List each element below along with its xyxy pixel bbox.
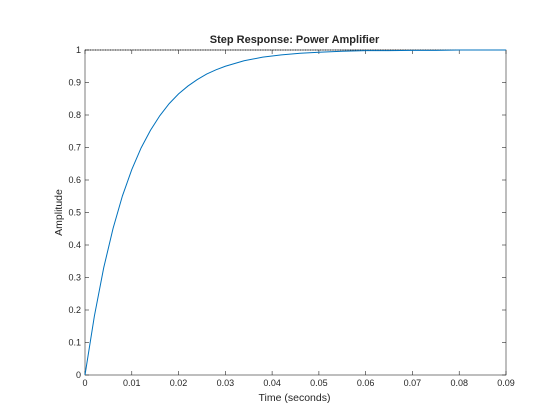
y-axis-label: Amplitude xyxy=(53,189,65,236)
x-tick-label: 0.03 xyxy=(217,378,235,388)
x-axis: 0 0.01 0.02 0.03 0.04 0.05 0.06 0.07 0.08 0.09 xyxy=(82,50,515,388)
y-tick-label: 0.6 xyxy=(68,175,81,185)
y-tick-label: 0.2 xyxy=(68,305,81,315)
step-response-line xyxy=(84,49,506,376)
x-tick-label: 0.02 xyxy=(170,378,188,388)
x-tick-label: 0.04 xyxy=(263,378,281,388)
x-tick-label: 0.08 xyxy=(450,378,468,388)
y-tick-label: 0.1 xyxy=(68,338,81,348)
y-tick-label: 0.8 xyxy=(68,110,81,120)
x-tick-label: 0.05 xyxy=(310,378,328,388)
x-tick-label: 0.09 xyxy=(497,378,515,388)
y-tick-label: 0.3 xyxy=(68,273,81,283)
chart-title: Step Response: Power Amplifier xyxy=(210,34,380,46)
y-tick-label: 1 xyxy=(76,45,81,55)
x-axis-label: Time (seconds) xyxy=(259,392,331,404)
x-tick-label: 0.07 xyxy=(404,378,422,388)
y-tick-label: 0.5 xyxy=(68,208,81,218)
plot-area xyxy=(84,49,507,376)
y-tick-label: 0.9 xyxy=(68,78,81,88)
y-tick-label: 0.7 xyxy=(68,143,81,153)
y-tick-label: 0.4 xyxy=(68,240,81,250)
x-tick-label: 0 xyxy=(82,378,87,388)
x-tick-label: 0.06 xyxy=(357,378,375,388)
x-tick-label: 0.01 xyxy=(123,378,141,388)
y-axis: 0 0.1 0.2 0.3 0.4 0.5 0.6 0.7 0.8 0.9 1 xyxy=(68,45,506,380)
y-tick-label: 0 xyxy=(76,370,81,380)
